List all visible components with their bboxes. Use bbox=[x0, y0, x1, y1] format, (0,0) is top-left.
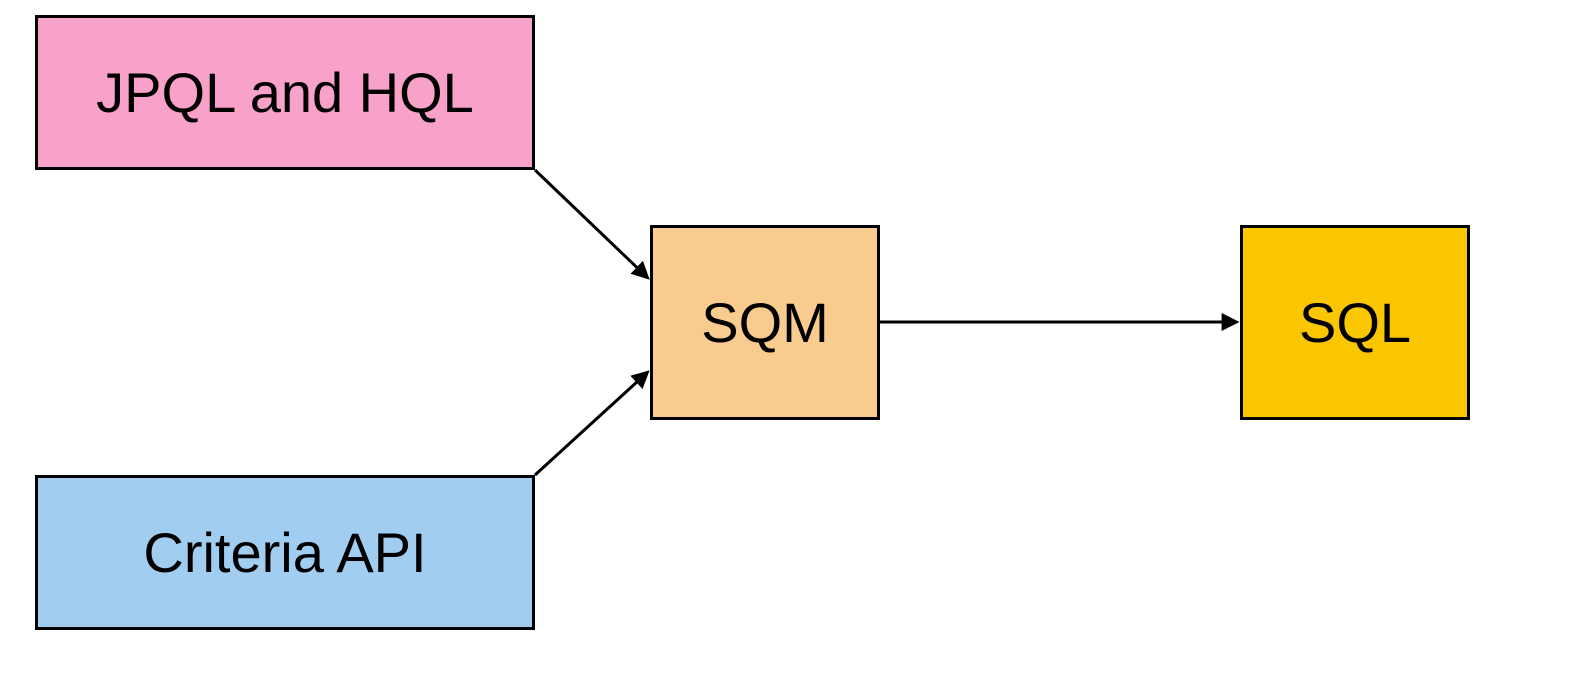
node-sqm: SQM bbox=[650, 225, 880, 420]
node-label: SQM bbox=[701, 290, 829, 355]
flowchart-diagram: JPQL and HQL Criteria API SQM SQL bbox=[0, 0, 1570, 676]
edge-jpql-to-sqm bbox=[535, 170, 647, 277]
node-sql: SQL bbox=[1240, 225, 1470, 420]
node-label: JPQL and HQL bbox=[96, 60, 474, 125]
node-jpql-hql: JPQL and HQL bbox=[35, 15, 535, 170]
node-label: Criteria API bbox=[143, 520, 426, 585]
edge-criteria-to-sqm bbox=[535, 373, 647, 475]
node-criteria-api: Criteria API bbox=[35, 475, 535, 630]
node-label: SQL bbox=[1299, 290, 1411, 355]
